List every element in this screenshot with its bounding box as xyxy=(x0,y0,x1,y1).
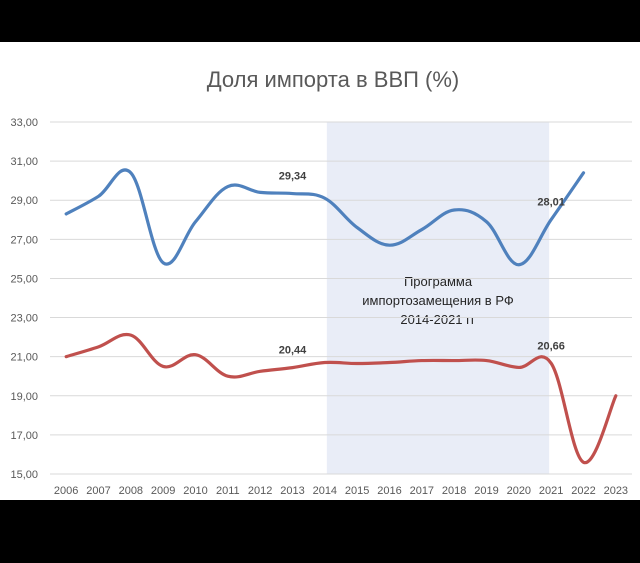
x-tick-label: 2007 xyxy=(86,485,110,497)
x-tick-label: 2019 xyxy=(474,485,498,497)
x-tick-label: 2010 xyxy=(183,485,207,497)
y-tick-label: 31,00 xyxy=(10,156,38,168)
highlight-label-line: импортозамещения в РФ xyxy=(362,293,514,308)
data-label: 20,66 xyxy=(537,340,565,352)
x-tick-label: 2011 xyxy=(216,485,240,497)
y-tick-label: 21,00 xyxy=(10,352,38,364)
y-tick-label: 33,00 xyxy=(10,117,38,129)
x-tick-label: 2022 xyxy=(571,485,595,497)
data-label: 29,34 xyxy=(279,171,307,183)
x-tick-label: 2020 xyxy=(507,485,531,497)
series-line-1 xyxy=(64,168,586,267)
x-tick-label: 2021 xyxy=(539,485,563,497)
y-tick-label: 19,00 xyxy=(10,391,38,403)
x-tick-label: 2006 xyxy=(54,485,78,497)
x-tick-label: 2017 xyxy=(410,485,434,497)
data-label: 28,01 xyxy=(537,197,565,209)
x-tick-label: 2012 xyxy=(248,485,272,497)
highlight-label-line: Программа xyxy=(404,274,473,289)
y-tick-label: 23,00 xyxy=(10,313,38,325)
x-tick-label: 2016 xyxy=(377,485,401,497)
chart-frame: Программа импортозамещения в РФ 2014-2021 … xyxy=(0,42,640,500)
chart-title: Доля импорта в ВВП (%) xyxy=(207,67,460,92)
y-tick-label: 17,00 xyxy=(10,430,38,442)
x-tick-label: 2008 xyxy=(119,485,143,497)
y-tick-label: 27,00 xyxy=(10,234,38,246)
x-tick-label: 2023 xyxy=(604,485,628,497)
y-tick-label: 29,00 xyxy=(10,195,38,207)
x-tick-label: 2018 xyxy=(442,485,466,497)
x-tick-label: 2013 xyxy=(280,485,304,497)
highlight-label-line: 2014-2021 гг xyxy=(400,312,476,327)
data-label: 20,44 xyxy=(279,345,307,357)
line-chart: Программа импортозамещения в РФ 2014-2021 … xyxy=(10,67,632,497)
x-tick-label: 2015 xyxy=(345,485,369,497)
highlight-label: Программа импортозамещения в РФ 2014-2021 … xyxy=(362,274,514,327)
series-line-2 xyxy=(64,332,618,464)
x-tick-label: 2009 xyxy=(151,485,175,497)
highlight-band xyxy=(326,122,550,474)
y-tick-label: 25,00 xyxy=(10,273,38,285)
y-tick-label: 15,00 xyxy=(10,469,38,481)
x-tick-label: 2014 xyxy=(313,485,337,497)
